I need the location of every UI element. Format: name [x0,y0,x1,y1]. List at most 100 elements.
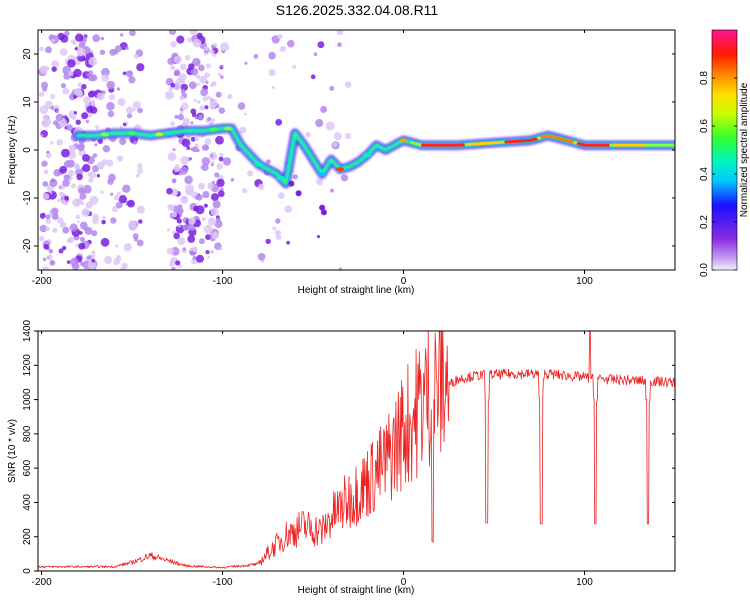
noise-blob [201,157,211,166]
noise-blob [336,30,344,36]
noise-blob [192,246,198,253]
noise-blob [193,205,200,212]
noise-blob [172,148,176,152]
spectrogram-x-tick-label: -200 [32,276,52,287]
snr-line [38,331,675,569]
snr-y-tick-label: 1200 [22,354,33,377]
ridge-hotspot [522,139,528,143]
ridge-hotspot [413,142,419,146]
noise-blob [132,233,139,240]
noise-blob [70,39,76,45]
ridge-side-blob [295,190,302,197]
noise-blob [207,255,211,259]
noise-blob [167,203,175,212]
ridge-hotspot [493,141,499,145]
noise-blob [196,194,203,201]
ridge-hotspot [276,175,285,180]
noise-blob [118,195,128,204]
ridge-hotspot [518,139,524,143]
snr-y-tick-label: 1000 [22,388,33,411]
noise-blob [99,166,103,170]
figure-title: S126.2025.332.04.08.R11 [276,2,439,18]
noise-blob [49,178,58,188]
noise-blob [214,172,220,178]
noise-blob [194,136,200,142]
ridge-side-traces [288,180,327,216]
noise-blob [79,192,87,200]
noise-blob [79,221,88,230]
noise-blob [190,147,194,151]
noise-blob [329,188,334,193]
noise-blob [106,159,114,167]
noise-blob [102,215,106,220]
noise-blob [253,54,259,59]
noise-blob [313,52,318,56]
noise-blob [170,41,177,48]
noise-blob [119,125,123,129]
noise-blob [81,208,90,217]
ridge-hotspot [529,138,535,142]
noise-blob [110,217,117,224]
noise-blob [203,203,208,208]
ridge-hotspot [573,141,578,145]
colorbar-tick-label: 0.0 [699,263,710,277]
noise-blob [167,57,175,65]
ridge-hotspot [504,140,510,144]
noise-blob [110,192,114,196]
noise-blob [62,179,70,187]
noise-blob [266,159,271,164]
noise-blob [243,112,247,116]
ridge-hotspot [554,136,560,140]
noise-blob [207,217,216,226]
noise-blob [45,218,51,225]
noise-blob [42,181,49,187]
snr-x-label: Height of straight line (km) [298,585,415,596]
noise-blob [190,30,198,36]
noise-blob [52,227,58,233]
ridge-hotspot [587,143,593,147]
noise-blob [39,224,48,233]
noise-blob [177,204,183,210]
noise-blob [169,261,175,267]
noise-blob [53,168,61,177]
noise-blob [207,183,214,190]
noise-blob [189,248,193,252]
noise-blob [101,67,110,77]
noise-blob [75,33,84,42]
ridge-hotspot [641,143,647,147]
noise-blob [173,232,180,240]
noise-blob [138,219,143,224]
noise-blob [42,86,48,92]
snr-frame [37,330,676,572]
noise-blob [320,105,328,113]
snr-plot-area [38,331,675,569]
noise-blob [117,98,126,107]
noise-blob [171,266,176,270]
noise-blob [182,247,187,251]
noise-blob [66,175,71,180]
noise-blob [317,41,325,49]
ridge-hotspot [431,143,437,147]
noise-blob [173,165,180,173]
ridge-hotspot [500,140,506,144]
noise-blob [209,121,214,126]
noise-blob [316,235,321,239]
ridge-hotspot [620,143,625,147]
spectrogram-y-tick-label: -10 [22,190,33,205]
noise-blob [67,236,75,243]
noise-blob [136,205,145,214]
noise-blob [115,45,122,53]
noise-blob [51,60,59,69]
noise-blob [42,114,48,121]
noise-blob [76,60,81,65]
noise-blob [205,234,211,241]
noise-blob [97,138,104,144]
noise-blob [202,191,210,199]
noise-blob [123,243,132,252]
ridge-hotspot [562,138,568,142]
noise-blob [82,154,90,162]
ridge-hotspot [209,127,218,132]
noise-blob [171,212,178,218]
snr-y-tick-label: 0 [22,568,33,574]
